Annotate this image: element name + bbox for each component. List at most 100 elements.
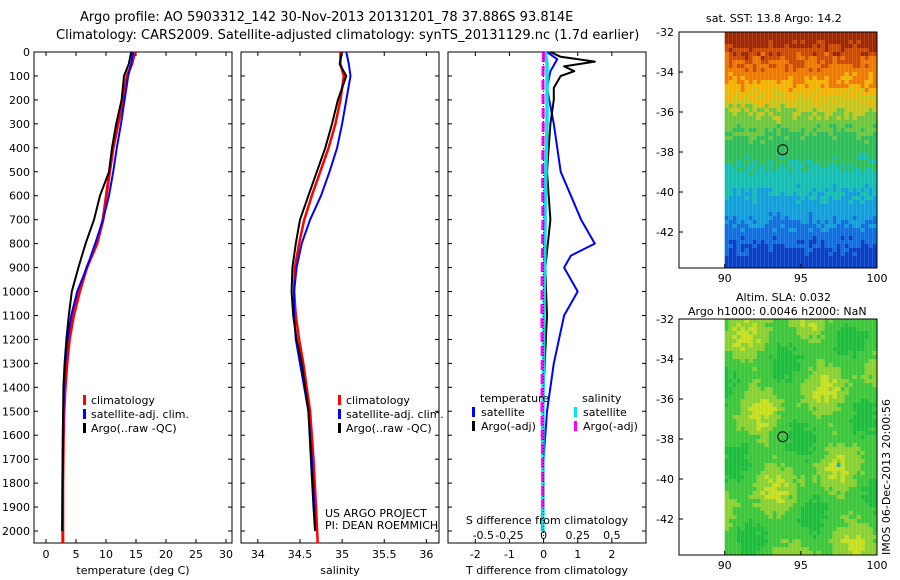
map-cell <box>772 391 777 395</box>
map-cell <box>836 383 841 387</box>
map-cell <box>776 335 781 339</box>
map-cell <box>788 411 793 415</box>
map-cell <box>804 72 809 76</box>
map-cell <box>752 120 757 124</box>
map-cell <box>808 264 813 268</box>
map-cell <box>832 220 837 224</box>
map-cell <box>844 411 849 415</box>
map-cell <box>832 48 837 52</box>
panel-difference: -2 -1 0 1 2T difference from climatology <box>447 51 647 577</box>
map-cell <box>736 68 741 72</box>
map-cell <box>848 355 853 359</box>
map-cell <box>828 359 833 363</box>
map-cell <box>764 168 769 172</box>
map-cell <box>852 467 857 471</box>
map-cell <box>836 519 841 523</box>
map-cell <box>820 128 825 132</box>
map-cell <box>732 491 737 495</box>
map-cell <box>836 339 841 343</box>
map-cell <box>748 252 753 256</box>
x-axis-label-salinity: salinity <box>320 564 360 577</box>
map-cell <box>756 132 761 136</box>
map-cell <box>852 92 857 96</box>
map-cell <box>856 52 861 56</box>
map-cell <box>828 375 833 379</box>
map-cell <box>788 495 793 499</box>
map-cell <box>852 471 857 475</box>
map-cell <box>736 48 741 52</box>
map-cell <box>728 491 733 495</box>
map-cell <box>844 56 849 60</box>
map-cell <box>788 144 793 148</box>
map-cell <box>736 383 741 387</box>
map-cell <box>824 415 829 419</box>
map-cell <box>812 443 817 447</box>
map-cell <box>732 543 737 547</box>
map-cell <box>736 188 741 192</box>
map-cell <box>784 519 789 523</box>
map-cell <box>732 495 737 499</box>
map-cell <box>868 415 873 419</box>
map-cell <box>784 84 789 88</box>
map-cell <box>848 431 853 435</box>
map-cell <box>860 439 865 443</box>
map-cell <box>812 427 817 431</box>
map-cell <box>764 196 769 200</box>
map-cell <box>776 431 781 435</box>
map-cell <box>748 443 753 447</box>
map-cell <box>760 140 765 144</box>
map-cell <box>768 216 773 220</box>
map-cell <box>724 108 729 112</box>
map-cell <box>828 395 833 399</box>
map-cell <box>764 427 769 431</box>
map-cell <box>804 539 809 543</box>
map-cell <box>776 447 781 451</box>
map-cell <box>760 68 765 72</box>
map-cell <box>808 379 813 383</box>
map-cell <box>860 323 865 327</box>
map-cell <box>796 495 801 499</box>
map-cell <box>864 367 869 371</box>
map-cell <box>752 208 757 212</box>
map-cell <box>760 52 765 56</box>
map-cell <box>868 375 873 379</box>
map-cell <box>864 256 869 260</box>
map-cell <box>756 60 761 64</box>
map-cell <box>848 132 853 136</box>
map-cell <box>820 355 825 359</box>
map-cell <box>772 160 777 164</box>
map-cell <box>792 371 797 375</box>
map-cell <box>816 403 821 407</box>
map-cell <box>800 104 805 108</box>
map-cell <box>804 323 809 327</box>
map-cell <box>824 491 829 495</box>
map-cell <box>776 331 781 335</box>
map-cell <box>768 140 773 144</box>
map-cell <box>724 431 729 435</box>
map-cell <box>788 92 793 96</box>
map-cell <box>784 523 789 527</box>
map-cell <box>796 120 801 124</box>
argo-position-marker <box>777 431 789 443</box>
map-cell <box>776 76 781 80</box>
map-cell <box>772 367 777 371</box>
map-cell <box>872 232 877 236</box>
map-cell <box>732 52 737 56</box>
map-cell <box>852 220 857 224</box>
map-cell <box>776 116 781 120</box>
map-cell <box>736 92 741 96</box>
x-tick-label-temperature: 15 <box>129 548 143 561</box>
map-cell <box>744 216 749 220</box>
map-cell <box>752 531 757 535</box>
map-cell <box>772 220 777 224</box>
map-cell <box>732 84 737 88</box>
map-cell <box>836 260 841 264</box>
map-cell <box>868 68 873 72</box>
map-cell <box>856 379 861 383</box>
map-cell <box>724 411 729 415</box>
map-cell <box>788 32 793 36</box>
map-cell <box>816 152 821 156</box>
map-cell <box>872 535 877 539</box>
map-cell <box>728 443 733 447</box>
map-cell <box>796 543 801 547</box>
